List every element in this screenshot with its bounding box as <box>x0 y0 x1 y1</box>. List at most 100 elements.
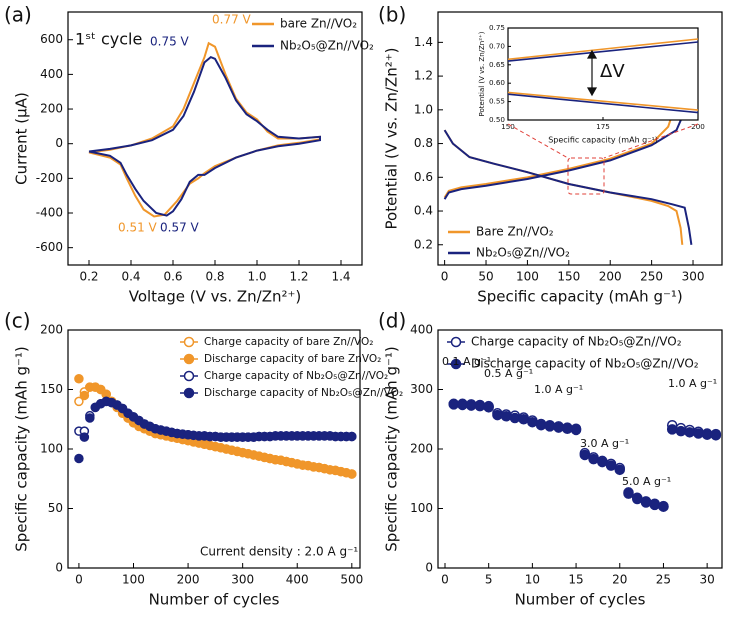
data-point <box>74 374 84 384</box>
data-point <box>79 390 90 401</box>
y-tick-label: 0 <box>55 561 63 575</box>
data-point <box>605 460 617 471</box>
data-point <box>631 493 643 505</box>
data-point <box>614 464 626 476</box>
x-tick-label: 150 <box>501 122 515 131</box>
x-tick-label: 15 <box>568 573 583 587</box>
data-line <box>507 91 699 111</box>
data-line <box>507 93 699 114</box>
x-axis-label: Specific capacity (mAh g⁻¹) <box>548 136 658 145</box>
data-point <box>347 469 357 479</box>
panel: 0.2 0.4 0.6 0.8 1.0 1.2 1.4 -600 -400 -200 0 200 400… <box>4 3 374 306</box>
x-tick-label: 300 <box>682 270 705 284</box>
x-tick-label: 30 <box>700 573 715 587</box>
x-tick-label: 150 <box>557 270 580 284</box>
data-point <box>693 428 704 439</box>
data-point <box>465 400 477 411</box>
annotation: 1.0 A g⁻¹ <box>668 377 717 390</box>
data-point <box>666 424 678 435</box>
y-tick-label: 0 <box>425 561 433 575</box>
y-tick-label: 50 <box>48 501 63 515</box>
x-tick-label: 1.2 <box>289 270 308 284</box>
y-tick-label: 400 <box>410 323 433 337</box>
y-tick-label: 0.65 <box>489 60 505 69</box>
data-point <box>492 409 503 421</box>
annotation: 0.51 V <box>118 221 158 235</box>
annotation: 0.77 V <box>212 13 252 27</box>
legend-swatch <box>450 336 462 348</box>
x-tick-label: 250 <box>640 270 663 284</box>
legend-label: Charge capacity of Nb₂O₅@Zn//VO₂ <box>204 370 388 382</box>
annotation: ΔV <box>600 61 625 82</box>
y-tick-label: 200 <box>410 442 433 456</box>
data-point <box>710 430 722 441</box>
y-axis-label: Potential (V vs. Zn/Zn²⁺) <box>383 48 401 230</box>
y-tick-label: 0 <box>55 136 63 150</box>
legend-label: Charge capacity of Nb₂O₅@Zn//VO₂ <box>471 335 682 349</box>
legend-swatch <box>450 358 462 370</box>
data-point <box>562 423 573 435</box>
data-line <box>507 41 699 62</box>
panel-label: (c) <box>4 309 31 333</box>
zoom-indicator <box>507 123 699 195</box>
x-axis-label: Number of cycles <box>515 591 646 609</box>
data-point <box>518 414 529 425</box>
panel-label: (a) <box>4 3 32 27</box>
data-point <box>649 499 660 511</box>
x-tick-label: 0 <box>441 270 449 284</box>
legend-label: bare Zn//VO₂ <box>280 17 357 31</box>
legend-swatch <box>183 336 195 348</box>
legend-label: Discharge capacity of Nb₂O₅@Zn//VO₂ <box>471 357 699 371</box>
data-point <box>553 422 564 433</box>
annotation: 5.0 A g⁻¹ <box>622 475 671 488</box>
x-tick-label: 0 <box>75 573 83 587</box>
data-point <box>457 399 468 411</box>
x-tick-label: 200 <box>691 122 705 131</box>
data-point <box>684 427 695 438</box>
data-point <box>500 411 512 422</box>
annotation: 3.0 A g⁻¹ <box>580 437 629 450</box>
arrow-head <box>586 87 598 97</box>
x-tick-label: 0.4 <box>121 270 140 284</box>
data-line <box>443 129 693 245</box>
legend-label: Charge capacity of bare Zn//VO₂ <box>204 336 374 348</box>
x-tick-label: 400 <box>286 573 309 587</box>
x-tick-label: 5 <box>485 573 493 587</box>
annotation: Current density : 2.0 A g⁻¹ <box>200 545 358 559</box>
y-axis-label: Specific capacity (mAh g⁻¹) <box>13 346 31 552</box>
plot-frame <box>507 27 699 121</box>
panel-label: (d) <box>378 309 406 333</box>
y-tick-label: 0.50 <box>489 115 505 124</box>
x-tick-label: 100 <box>122 573 145 587</box>
x-tick-label: 500 <box>340 573 363 587</box>
y-tick-label: 200 <box>40 102 63 116</box>
annotation: 0.5 A g⁻¹ <box>484 367 533 380</box>
y-tick-label: 400 <box>40 67 63 81</box>
legend-label: Nb₂O₅@Zn//VO₂ <box>280 39 374 53</box>
legend-label: Discharge capacity of bare ZnVO₂ <box>204 353 381 365</box>
data-point <box>597 456 608 468</box>
data-point <box>675 425 687 437</box>
legend-swatch <box>183 370 195 382</box>
panel-label: (b) <box>378 3 406 27</box>
annotation: 0.57 V <box>160 221 200 235</box>
plot-frame <box>437 329 723 569</box>
y-axis-label: Current (μA) <box>13 92 31 185</box>
x-tick-label: 175 <box>596 122 610 131</box>
arrow-head <box>586 49 598 59</box>
annotation: 1.0 A g⁻¹ <box>534 383 583 396</box>
x-tick-label: 0.2 <box>79 270 98 284</box>
data-point <box>588 453 599 465</box>
y-tick-label: 1.2 <box>414 69 433 83</box>
data-point <box>535 419 547 431</box>
x-tick-label: 1.0 <box>247 270 266 284</box>
x-axis-label: Number of cycles <box>149 591 280 609</box>
x-tick-label: 50 <box>478 270 493 284</box>
data-point <box>570 424 582 436</box>
data-point <box>544 421 556 432</box>
data-line <box>88 55 321 217</box>
legend-swatch <box>183 387 195 399</box>
x-tick-label: 20 <box>612 573 627 587</box>
